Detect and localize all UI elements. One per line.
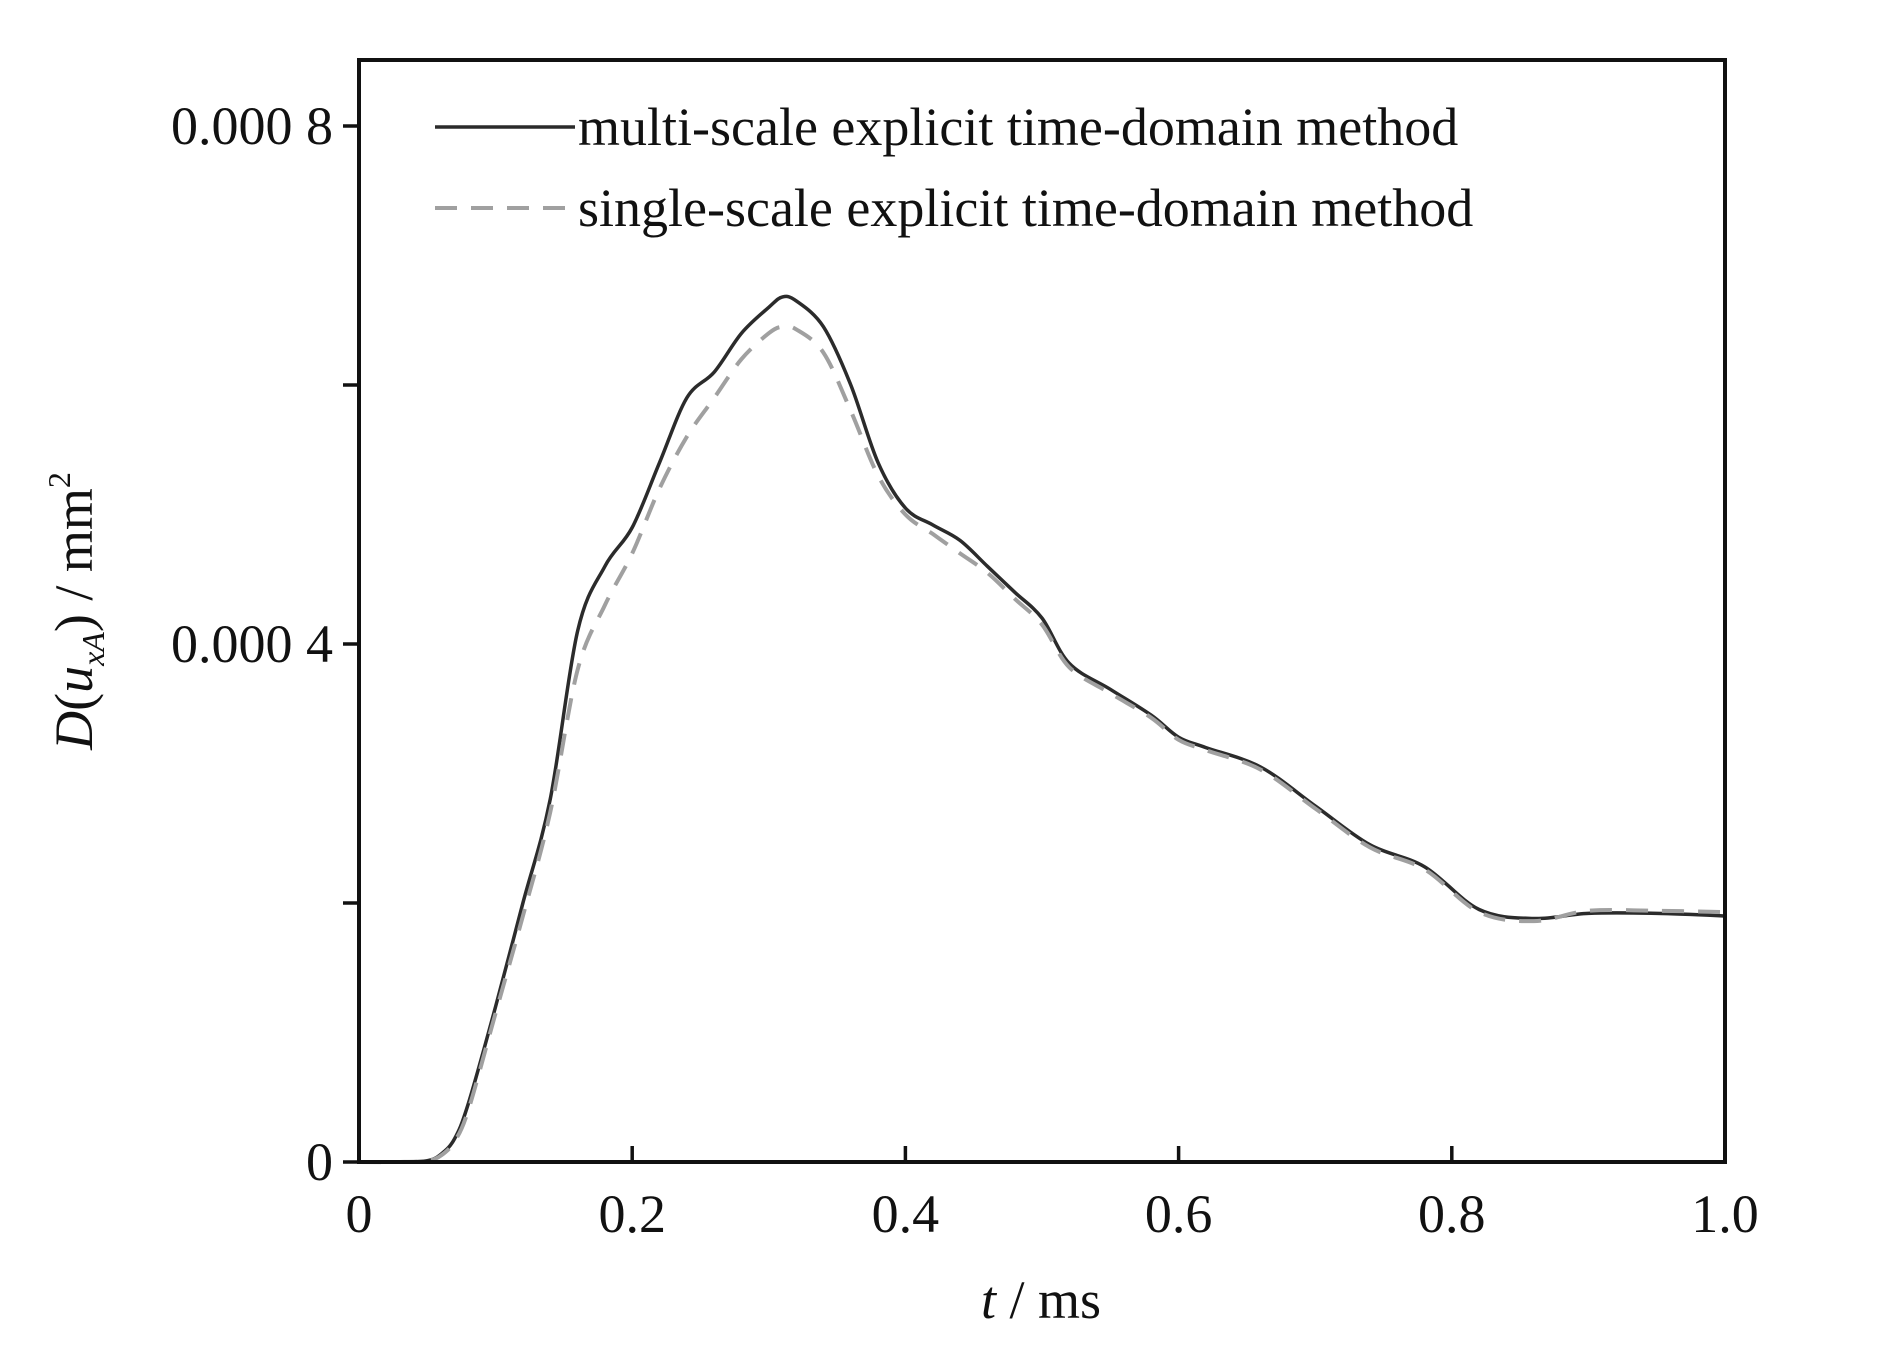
x-tick-label: 0.4 (872, 1184, 940, 1244)
series-layer (358, 294, 1726, 1165)
y-axis-arg: u (44, 666, 104, 693)
x-tick-label: 0.2 (598, 1184, 666, 1244)
x-tick-label: 0.8 (1418, 1184, 1486, 1244)
x-tick-label: 0.6 (1145, 1184, 1213, 1244)
y-axis-unit: mm (44, 488, 104, 572)
x-axis-var: t (981, 1270, 998, 1330)
y-axis-sub: xA (75, 632, 111, 667)
legend: multi-scale explicit time-domain method … (435, 97, 1473, 238)
legend-label-multi-scale: multi-scale explicit time-domain method (578, 97, 1458, 157)
series-line-multi-scale (358, 294, 1726, 1164)
y-tick-label: 0.000 8 (171, 96, 333, 156)
x-tick-label: 1.0 (1691, 1184, 1759, 1244)
y-tick-label: 0 (306, 1132, 333, 1192)
y-axis-var: D (44, 711, 104, 751)
y-axis-exp: 2 (41, 472, 77, 488)
x-axis-unit: ms (1038, 1270, 1101, 1330)
plot-frame (357, 58, 1727, 1164)
y-axis-label: D(uxA) / mm2 (41, 472, 111, 751)
series-line-single-scale (358, 324, 1726, 1165)
x-axis-label: t / ms (981, 1270, 1101, 1330)
legend-label-single-scale: single-scale explicit time-domain method (578, 178, 1473, 238)
x-tick-label: 0 (346, 1184, 373, 1244)
y-tick-label: 0.000 4 (171, 614, 333, 674)
ticks-layer: 0 0.2 0.4 0.6 0.8 1.0 0 0.000 4 0.000 8 (171, 96, 1759, 1244)
